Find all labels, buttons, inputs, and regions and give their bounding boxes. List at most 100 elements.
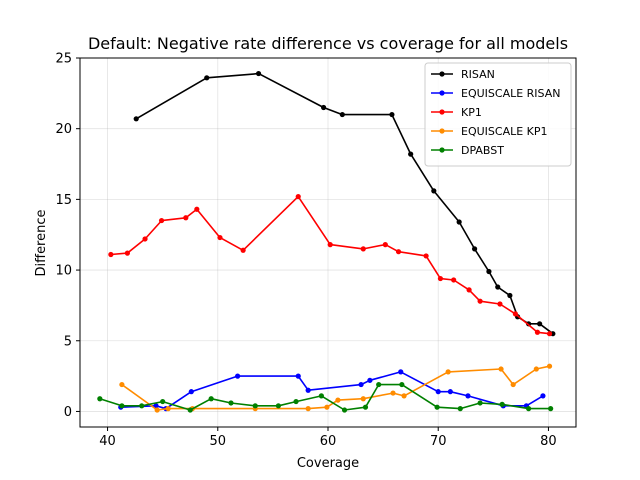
data-point-kp1 bbox=[534, 329, 541, 335]
data-point-dpabst bbox=[457, 406, 463, 412]
data-point-equiscale-kp1 bbox=[533, 366, 539, 372]
data-point-kp1 bbox=[477, 298, 483, 304]
data-point-equiscale-kp1 bbox=[305, 406, 311, 412]
series-line-equiscale-risan bbox=[120, 371, 544, 410]
data-point-equiscale-risan bbox=[465, 393, 471, 399]
data-point-kp1 bbox=[327, 242, 333, 248]
data-point-equiscale-risan bbox=[398, 369, 404, 375]
data-point-equiscale-risan bbox=[153, 403, 159, 409]
legend-marker bbox=[439, 71, 445, 77]
data-point-risan bbox=[320, 104, 327, 111]
data-point-risan bbox=[339, 111, 345, 118]
data-point-dpabst bbox=[434, 404, 440, 410]
data-point-equiscale-kp1 bbox=[510, 381, 516, 388]
data-point-dpabst bbox=[275, 403, 281, 409]
y-tick-label: 0 bbox=[64, 405, 72, 420]
legend-label: EQUISCALE RISAN bbox=[461, 87, 561, 100]
data-point-risan bbox=[456, 219, 462, 225]
data-point-risan bbox=[255, 70, 262, 77]
y-axis-ticks: 0 5 10 15 20 25 bbox=[55, 52, 80, 420]
y-tick-label: 20 bbox=[55, 122, 72, 137]
data-point-equiscale-risan bbox=[235, 373, 241, 379]
legend-label: DPABST bbox=[461, 144, 504, 157]
data-point-equiscale-kp1 bbox=[401, 393, 407, 399]
data-point-kp1 bbox=[360, 246, 366, 252]
data-point-kp1 bbox=[295, 193, 301, 200]
data-point-equiscale-kp1 bbox=[546, 363, 553, 369]
data-point-kp1 bbox=[466, 287, 472, 293]
legend-item: EQUISCALE KP1 bbox=[431, 125, 548, 138]
x-axis-label: Coverage bbox=[297, 456, 359, 471]
y-tick-label: 5 bbox=[64, 334, 72, 349]
data-point-dpabst bbox=[119, 403, 125, 409]
data-point-kp1 bbox=[451, 277, 457, 283]
data-point-dpabst bbox=[341, 407, 348, 413]
data-point-equiscale-risan bbox=[540, 393, 546, 399]
data-point-equiscale-risan bbox=[447, 389, 453, 395]
legend-label: KP1 bbox=[461, 106, 482, 119]
legend-marker bbox=[439, 128, 445, 134]
data-point-kp1 bbox=[437, 275, 444, 282]
series-kp1 bbox=[108, 193, 553, 337]
legend-label: RISAN bbox=[461, 68, 495, 81]
data-point-risan bbox=[537, 321, 543, 327]
data-point-dpabst bbox=[376, 381, 382, 388]
data-point-equiscale-risan bbox=[295, 373, 301, 379]
data-point-dpabst bbox=[139, 403, 145, 409]
x-tick-label: 60 bbox=[320, 434, 337, 449]
legend-item: RISAN bbox=[431, 68, 495, 81]
x-tick-label: 40 bbox=[99, 434, 116, 449]
data-point-dpabst bbox=[252, 403, 258, 409]
series-layer bbox=[97, 70, 556, 413]
legend-marker bbox=[439, 147, 445, 153]
data-point-kp1 bbox=[217, 234, 223, 241]
data-point-risan bbox=[389, 111, 395, 118]
data-point-kp1 bbox=[158, 217, 165, 224]
data-point-risan bbox=[495, 284, 501, 290]
y-tick-label: 15 bbox=[55, 193, 72, 208]
series-dpabst bbox=[97, 381, 554, 413]
series-line-kp1 bbox=[110, 195, 550, 335]
data-point-equiscale-risan bbox=[188, 389, 194, 395]
x-tick-label: 50 bbox=[210, 434, 227, 449]
data-point-equiscale-kp1 bbox=[165, 406, 171, 412]
data-point-kp1 bbox=[512, 311, 518, 317]
data-point-risan bbox=[408, 151, 414, 157]
legend-marker bbox=[439, 109, 445, 115]
data-point-risan bbox=[471, 246, 478, 252]
data-point-dpabst bbox=[362, 404, 369, 410]
legend-marker bbox=[439, 90, 445, 96]
legend-item: DPABST bbox=[431, 144, 504, 157]
data-point-kp1 bbox=[497, 301, 503, 307]
data-point-equiscale-kp1 bbox=[445, 369, 451, 375]
data-point-dpabst bbox=[477, 400, 483, 406]
data-point-dpabst bbox=[208, 396, 214, 402]
x-tick-label: 80 bbox=[540, 434, 557, 449]
x-tick-label: 70 bbox=[430, 434, 447, 449]
legend-box bbox=[424, 62, 572, 167]
data-point-dpabst bbox=[293, 398, 299, 405]
data-point-kp1 bbox=[382, 242, 388, 248]
data-point-kp1 bbox=[546, 331, 553, 337]
data-point-kp1 bbox=[183, 215, 189, 221]
data-point-equiscale-risan bbox=[367, 377, 373, 383]
data-point-risan bbox=[204, 75, 210, 81]
data-point-dpabst bbox=[97, 396, 103, 402]
data-point-risan bbox=[507, 292, 513, 299]
data-point-dpabst bbox=[318, 393, 324, 399]
data-point-dpabst bbox=[160, 398, 166, 405]
data-point-kp1 bbox=[194, 206, 200, 212]
y-tick-label: 25 bbox=[55, 52, 72, 67]
data-point-equiscale-kp1 bbox=[498, 366, 504, 372]
data-point-kp1 bbox=[395, 249, 402, 255]
data-point-dpabst bbox=[499, 401, 505, 407]
y-tick-label: 10 bbox=[55, 264, 72, 279]
data-point-equiscale-kp1 bbox=[324, 404, 330, 410]
data-point-equiscale-risan bbox=[305, 387, 311, 393]
data-point-equiscale-risan bbox=[358, 381, 364, 388]
x-axis-ticks: 40 50 60 70 80 bbox=[99, 427, 557, 449]
data-point-equiscale-risan bbox=[435, 389, 441, 395]
series-equiscale-kp1 bbox=[119, 363, 553, 413]
data-point-dpabst bbox=[399, 381, 405, 388]
data-point-equiscale-kp1 bbox=[335, 397, 341, 403]
